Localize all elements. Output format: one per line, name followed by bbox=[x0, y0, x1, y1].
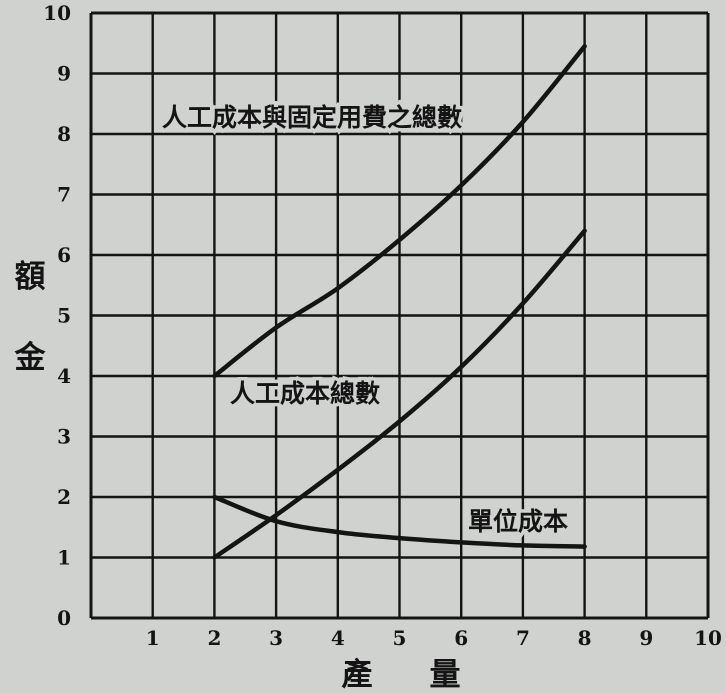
x-tick-label-4: 4 bbox=[331, 626, 345, 650]
x-axis-title-part-1: 產 bbox=[342, 657, 373, 693]
series-label-3: 單位成本 bbox=[468, 507, 568, 536]
x-tick-label-9: 9 bbox=[639, 626, 653, 650]
x-tick-label-2: 2 bbox=[207, 626, 221, 650]
y-tick-label-6: 6 bbox=[57, 243, 71, 267]
x-tick-label-6: 6 bbox=[454, 626, 468, 650]
series-label-1: 人工成本與固定用費之總數 bbox=[162, 103, 462, 132]
grid bbox=[89, 11, 710, 620]
y-tick-label-1: 1 bbox=[57, 546, 71, 570]
series-label-2: 人工成本總數 bbox=[230, 379, 380, 408]
y-tick-label-7: 7 bbox=[57, 183, 71, 207]
x-tick-label-8: 8 bbox=[578, 626, 592, 650]
y-axis-title-part-2: 金 bbox=[14, 340, 47, 376]
y-tick-label-5: 5 bbox=[57, 304, 71, 328]
x-tick-label-1: 1 bbox=[146, 626, 160, 650]
y-axis-title-part-1: 額 bbox=[15, 259, 46, 295]
y-tick-label-8: 8 bbox=[57, 122, 71, 146]
y-tick-label-3: 3 bbox=[57, 425, 71, 449]
y-tick-label-4: 4 bbox=[57, 364, 71, 388]
y-tick-label-9: 9 bbox=[57, 62, 71, 86]
tick-labels: 0 1 2 3 4 5 6 7 8 9 10 1 2 3 4 5 6 7 8 9 10 bbox=[43, 1, 722, 650]
y-tick-label-2: 2 bbox=[57, 485, 71, 509]
x-tick-label-10: 10 bbox=[694, 626, 722, 650]
y-tick-label-0: 0 bbox=[57, 606, 71, 630]
series-line-3 bbox=[212, 494, 587, 549]
series-line-2 bbox=[212, 228, 587, 560]
series-lines bbox=[212, 44, 587, 560]
x-axis-title-part-2: 量 bbox=[430, 657, 461, 693]
y-tick-label-10: 10 bbox=[43, 1, 71, 25]
x-tick-label-3: 3 bbox=[269, 626, 283, 650]
series-line-1 bbox=[212, 44, 587, 379]
x-tick-label-5: 5 bbox=[393, 626, 407, 650]
x-tick-label-7: 7 bbox=[516, 626, 530, 650]
